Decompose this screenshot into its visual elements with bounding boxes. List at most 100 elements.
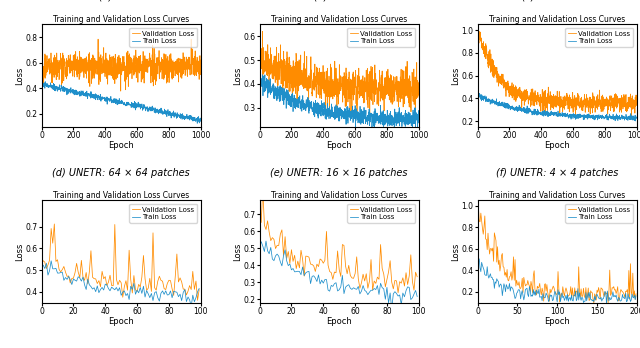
- X-axis label: Epoch: Epoch: [545, 317, 570, 326]
- Train Loss: [490, 100, 498, 104]
- Validation Loss: [490, 67, 498, 71]
- Text: (c) APF-UNETR: (c) APF-UNETR: [522, 0, 593, 2]
- Validation Loss: [120, 285, 128, 289]
- Train Loss: [188, 304, 195, 308]
- Train Loss: [413, 294, 421, 299]
- Validation Loss: [583, 99, 591, 103]
- Validation Loss: [108, 61, 116, 65]
- Validation Loss: [194, 298, 202, 302]
- Validation Loss: [38, 262, 45, 266]
- Legend: Validation Loss, Train Loss: Validation Loss, Train Loss: [565, 28, 634, 47]
- Title: Training and Validation Loss Curves: Training and Validation Loss Curves: [53, 191, 189, 200]
- Validation Loss: [102, 69, 110, 73]
- Train Loss: [481, 272, 489, 277]
- Train Loss: [538, 112, 546, 117]
- Train Loss: [162, 111, 170, 115]
- Line: Validation Loss: Validation Loss: [260, 31, 419, 119]
- Train Loss: [598, 115, 605, 119]
- Line: Train Loss: Train Loss: [260, 241, 417, 309]
- X-axis label: Epoch: Epoch: [545, 141, 570, 150]
- Legend: Validation Loss, Train Loss: Validation Loss, Train Loss: [565, 204, 634, 223]
- Validation Loss: [147, 58, 155, 63]
- Validation Loss: [195, 287, 203, 292]
- Title: Training and Validation Loss Curves: Training and Validation Loss Curves: [489, 15, 625, 24]
- Train Loss: [408, 296, 416, 300]
- Text: (d) UNETR: 64 × 64 patches: (d) UNETR: 64 × 64 patches: [52, 168, 190, 178]
- Train Loss: [583, 113, 591, 117]
- Validation Loss: [70, 276, 77, 280]
- Legend: Validation Loss, Train Loss: Validation Loss, Train Loss: [129, 204, 197, 223]
- Train Loss: [102, 96, 110, 101]
- Line: Train Loss: Train Loss: [477, 93, 637, 121]
- Legend: Validation Loss, Train Loss: Validation Loss, Train Loss: [348, 28, 415, 47]
- Validation Loss: [516, 286, 524, 291]
- Line: Validation Loss: Validation Loss: [42, 39, 200, 91]
- Line: Train Loss: Train Loss: [477, 259, 636, 304]
- Validation Loss: [351, 271, 359, 276]
- Validation Loss: [404, 283, 412, 287]
- Validation Loss: [117, 89, 125, 93]
- Validation Loss: [475, 205, 483, 209]
- Validation Loss: [538, 100, 546, 104]
- Train Loss: [320, 100, 328, 104]
- Validation Loss: [51, 222, 58, 226]
- Train Loss: [326, 113, 333, 117]
- Train Loss: [259, 73, 266, 77]
- Train Loss: [38, 264, 45, 268]
- Validation Loss: [474, 208, 481, 212]
- Text: (f) UNETR: 4 × 4 patches: (f) UNETR: 4 × 4 patches: [496, 168, 618, 178]
- Train Loss: [404, 285, 412, 289]
- Train Loss: [256, 73, 264, 77]
- Train Loss: [388, 307, 396, 311]
- Train Loss: [601, 116, 609, 120]
- Line: Validation Loss: Validation Loss: [260, 189, 417, 293]
- Validation Loss: [259, 187, 267, 191]
- Train Loss: [544, 111, 552, 115]
- Train Loss: [504, 287, 512, 291]
- Train Loss: [184, 295, 192, 299]
- Train Loss: [603, 302, 611, 307]
- Validation Loss: [383, 93, 390, 97]
- Line: Validation Loss: Validation Loss: [477, 29, 637, 117]
- Train Loss: [196, 117, 204, 121]
- X-axis label: Epoch: Epoch: [108, 141, 134, 150]
- Train Loss: [474, 261, 481, 265]
- Line: Train Loss: Train Loss: [42, 261, 199, 306]
- Validation Loss: [394, 291, 402, 295]
- Validation Loss: [38, 62, 45, 66]
- Train Loss: [76, 276, 84, 280]
- Validation Loss: [256, 57, 264, 61]
- Validation Loss: [162, 52, 170, 56]
- Y-axis label: Loss: Loss: [233, 66, 242, 85]
- Validation Loss: [76, 276, 84, 280]
- Line: Validation Loss: Validation Loss: [42, 224, 199, 300]
- Train Loss: [476, 257, 483, 261]
- Title: Training and Validation Loss Curves: Training and Validation Loss Curves: [271, 15, 407, 24]
- Train Loss: [626, 295, 634, 300]
- Validation Loss: [415, 82, 422, 86]
- Train Loss: [633, 117, 640, 121]
- Line: Train Loss: Train Loss: [260, 75, 419, 129]
- Validation Loss: [481, 214, 489, 218]
- Validation Loss: [628, 114, 636, 119]
- Train Loss: [632, 119, 639, 123]
- Train Loss: [191, 300, 198, 304]
- Text: (b) UNETR: (b) UNETR: [314, 0, 364, 2]
- Title: Training and Validation Loss Curves: Training and Validation Loss Curves: [489, 191, 625, 200]
- Train Loss: [339, 274, 346, 278]
- Validation Loss: [184, 289, 192, 293]
- Train Loss: [195, 286, 203, 291]
- Train Loss: [272, 91, 280, 95]
- Train Loss: [42, 80, 49, 84]
- Train Loss: [70, 277, 77, 281]
- Validation Loss: [633, 95, 640, 99]
- Validation Loss: [54, 60, 61, 64]
- Train Loss: [262, 239, 270, 243]
- Legend: Validation Loss, Train Loss: Validation Loss, Train Loss: [348, 204, 415, 223]
- Validation Loss: [165, 68, 173, 72]
- Title: Training and Validation Loss Curves: Training and Validation Loss Curves: [53, 15, 189, 24]
- Train Loss: [380, 124, 388, 128]
- Train Loss: [474, 91, 482, 95]
- Validation Loss: [601, 105, 609, 109]
- Train Loss: [632, 294, 640, 298]
